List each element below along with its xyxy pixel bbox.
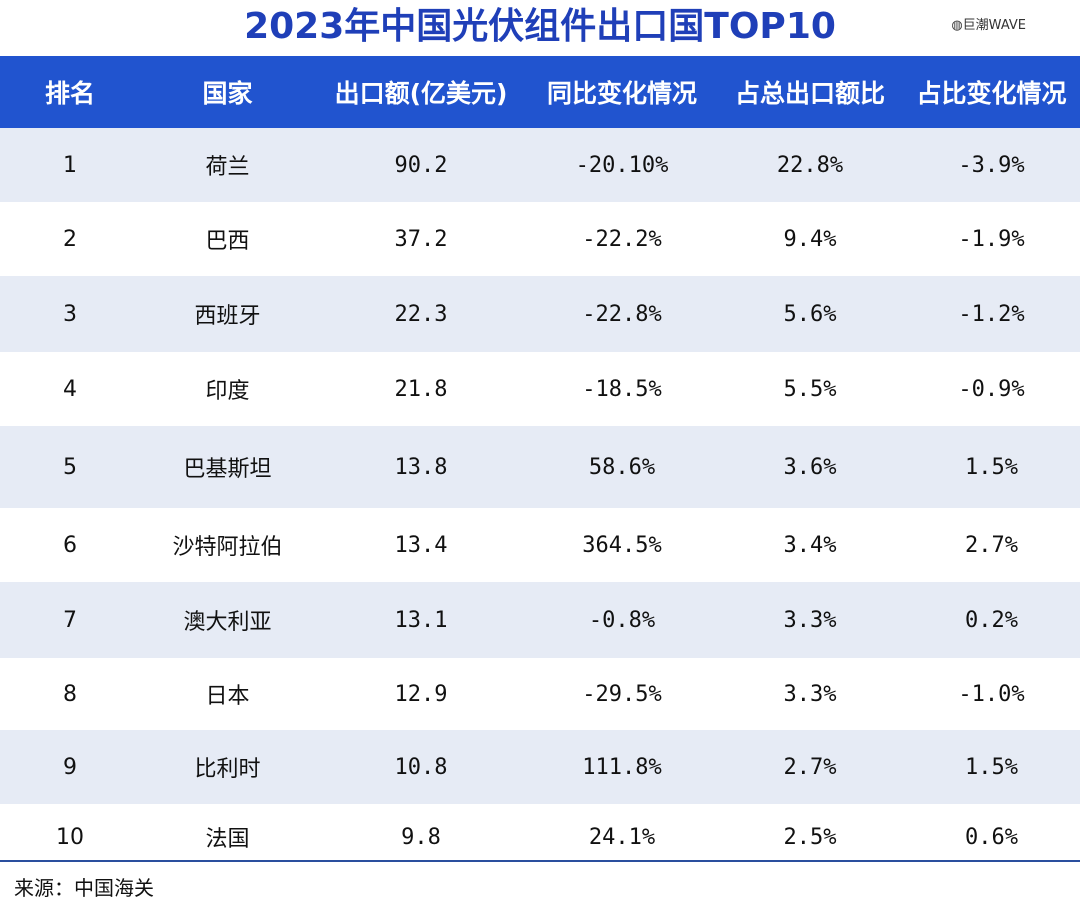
table-cell-yoy: -22.8% [582, 301, 662, 327]
table-cell-share: 9.4% [783, 226, 837, 252]
table-cell-share: 3.3% [783, 607, 837, 633]
table-cell-share-change: 1.5% [965, 454, 1018, 480]
table-cell-yoy: -20.10% [575, 152, 669, 178]
table-cell-rank: 3 [63, 301, 77, 327]
table-cell-share: 3.4% [783, 532, 837, 558]
table-cell-country: 法国 [205, 827, 250, 852]
table-cell-export: 22.3 [394, 301, 448, 327]
table-cell-country: 西班牙 [194, 304, 261, 329]
table-body: 1 荷兰 90.2 -20.10% 22.8% -3.9% 2 巴西 37.2 -22.2% 9.4… [0, 128, 1080, 870]
table-row: 1 荷兰 90.2 -20.10% 22.8% -3.9% [0, 128, 1080, 202]
table-cell-share: 3.6% [783, 454, 837, 480]
table-cell-share-change: 2.7% [965, 532, 1018, 558]
table-cell-yoy: -18.5% [582, 376, 662, 402]
table-cell-share: 3.3% [783, 681, 837, 707]
table-cell-yoy: 24.1% [588, 824, 656, 850]
table-cell-share: 22.8% [776, 152, 844, 178]
table-cell-rank: 8 [63, 681, 77, 707]
table-cell-share-change: 0.2% [965, 607, 1018, 633]
table-cell-share-change: -0.9% [958, 376, 1025, 402]
table-row: 9 比利时 10.8 111.8% 2.7% 1.5% [0, 730, 1080, 804]
table-header-row: 排名 国家 出口额(亿美元) 同比变化情况 占总出口额比 占比变化情况 [0, 56, 1080, 128]
table-cell-export: 13.8 [394, 454, 448, 480]
table-row: 6 沙特阿拉伯 13.4 364.5% 3.4% 2.7% [0, 508, 1080, 582]
table-row: 4 印度 21.8 -18.5% 5.5% -0.9% [0, 352, 1080, 426]
table-cell-country: 比利时 [194, 757, 261, 782]
header-yoy: 同比变化情况 [546, 79, 697, 108]
table-cell-country: 沙特阿拉伯 [172, 535, 283, 560]
header-rank: 排名 [44, 79, 95, 108]
table-cell-rank: 1 [63, 152, 77, 178]
table-cell-country: 巴西 [205, 229, 250, 254]
table-cell-yoy: 58.6% [588, 454, 656, 480]
header-country: 国家 [202, 79, 253, 108]
table-cell-share: 2.5% [783, 824, 837, 850]
table-cell-share-change: 0.6% [965, 824, 1018, 850]
table-cell-yoy: -29.5% [582, 681, 662, 707]
table-cell-rank: 4 [63, 376, 77, 402]
table-row: 7 澳大利亚 13.1 -0.8% 3.3% 0.2% [0, 582, 1080, 658]
table-cell-yoy: 111.8% [582, 754, 662, 780]
table-cell-export: 9.8 [401, 824, 441, 850]
table-cell-country: 日本 [205, 684, 250, 709]
page-title: 2023年中国光伏组件出口国TOP10 [244, 6, 836, 47]
table-cell-share-change: -3.9% [958, 152, 1025, 178]
header-share-change: 占比变化情况 [916, 79, 1067, 108]
table-cell-share: 5.5% [783, 376, 837, 402]
table-cell-country: 印度 [205, 379, 250, 404]
table-cell-yoy: 364.5% [582, 532, 662, 558]
table-cell-rank: 6 [63, 532, 77, 558]
table-cell-country: 巴基斯坦 [183, 457, 272, 482]
table-cell-share-change: -1.2% [958, 301, 1025, 327]
header-export: 出口额(亿美元) [334, 79, 508, 108]
table-cell-share-change: -1.9% [958, 226, 1025, 252]
table-cell-yoy: -22.2% [582, 226, 662, 252]
table-row: 5 巴基斯坦 13.8 58.6% 3.6% 1.5% [0, 426, 1080, 508]
table-cell-share-change: -1.0% [958, 681, 1025, 707]
header-share: 占总出口额比 [734, 79, 885, 108]
watermark-logo: ◍巨潮WAVE [951, 18, 1026, 33]
table-cell-share: 5.6% [783, 301, 837, 327]
table-cell-yoy: -0.8% [588, 607, 656, 633]
table-cell-rank: 7 [63, 607, 77, 633]
table-cell-export: 21.8 [394, 376, 448, 402]
table-cell-rank: 9 [63, 754, 77, 780]
table-row: 10 法国 9.8 24.1% 2.5% 0.6% [0, 804, 1080, 870]
table-cell-share-change: 1.5% [965, 754, 1018, 780]
table-cell-export: 90.2 [394, 152, 448, 178]
table-cell-export: 37.2 [394, 226, 448, 252]
table-row: 3 西班牙 22.3 -22.8% 5.6% -1.2% [0, 276, 1080, 352]
table-cell-rank: 10 [56, 824, 84, 850]
table-cell-rank: 2 [63, 226, 77, 252]
table-row: 2 巴西 37.2 -22.2% 9.4% -1.9% [0, 202, 1080, 276]
table-cell-export: 12.9 [394, 681, 448, 707]
table-cell-export: 10.8 [394, 754, 448, 780]
table-cell-rank: 5 [63, 454, 77, 480]
table-cell-export: 13.4 [394, 532, 448, 558]
divider [0, 860, 1080, 862]
table-cell-share: 2.7% [783, 754, 837, 780]
table-row: 8 日本 12.9 -29.5% 3.3% -1.0% [0, 658, 1080, 730]
table-cell-export: 13.1 [394, 607, 448, 633]
source-note: 来源：中国海关 [14, 876, 154, 900]
table-cell-country: 澳大利亚 [183, 610, 272, 635]
table-cell-country: 荷兰 [205, 155, 250, 180]
export-table: 排名 国家 出口额(亿美元) 同比变化情况 占总出口额比 占比变化情况 1 荷兰 9… [0, 56, 1080, 870]
